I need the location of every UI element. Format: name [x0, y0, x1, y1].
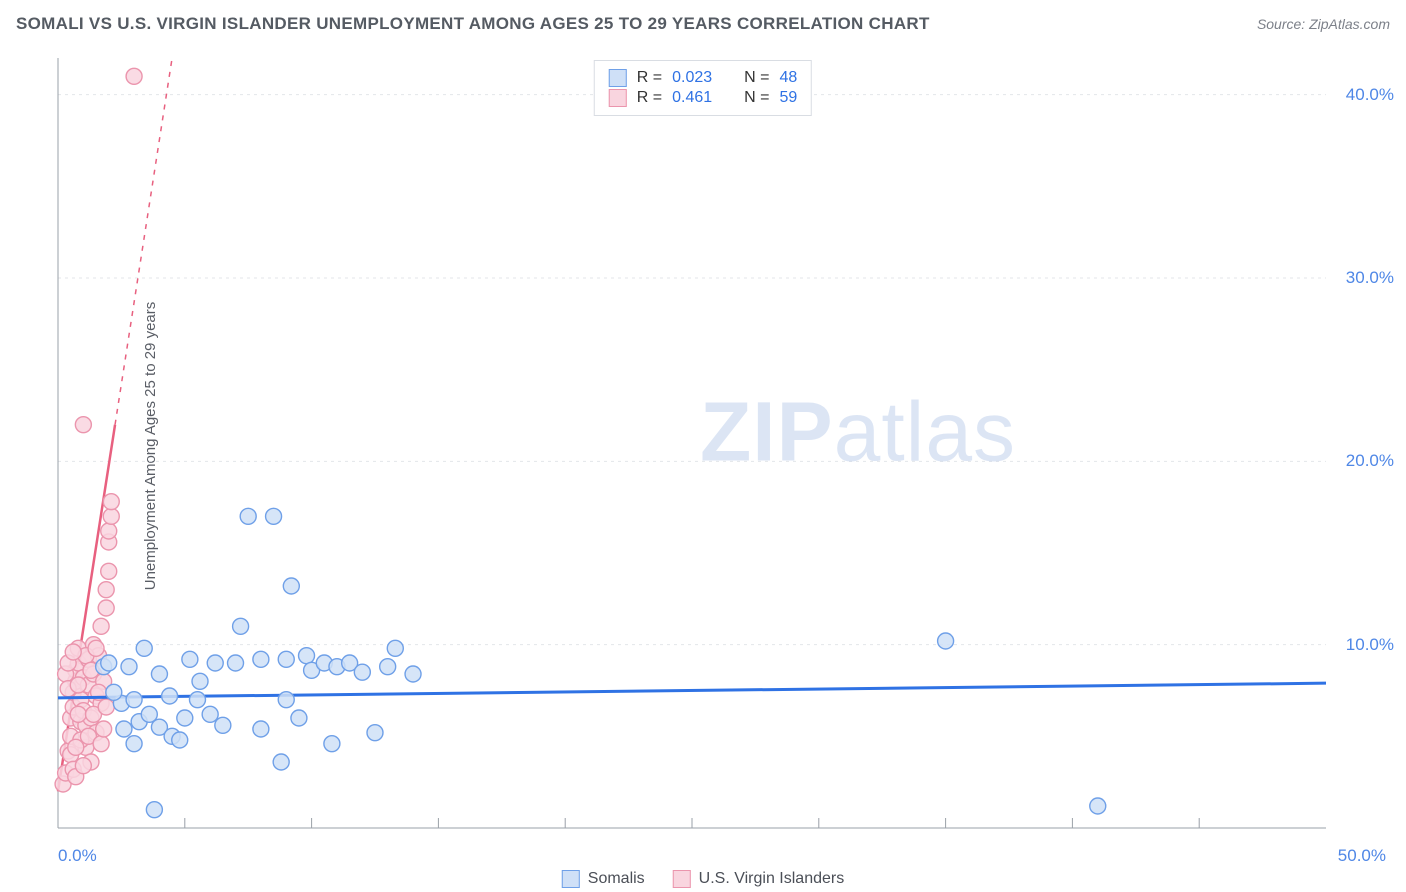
n-value-pink: 59 — [779, 89, 797, 107]
r-label: R = — [637, 89, 662, 107]
y-tick-label: 30.0% — [1346, 268, 1394, 288]
legend-swatch-pink — [609, 89, 627, 107]
legend-label-usvi: U.S. Virgin Islanders — [699, 870, 845, 888]
x-tick-label: 0.0% — [58, 846, 97, 866]
title-bar: SOMALI VS U.S. VIRGIN ISLANDER UNEMPLOYM… — [16, 14, 1390, 34]
n-value-blue: 48 — [779, 69, 797, 87]
legend-swatch-somalis — [562, 870, 580, 888]
y-tick-label: 40.0% — [1346, 85, 1394, 105]
legend-row-pink: R = 0.461 N = 59 — [609, 89, 797, 107]
legend-label-somalis: Somalis — [588, 870, 645, 888]
r-value-pink: 0.461 — [672, 89, 726, 107]
r-value-blue: 0.023 — [672, 69, 726, 87]
x-tick-label: 50.0% — [1338, 846, 1386, 866]
chart-svg — [54, 58, 1394, 838]
y-tick-label: 20.0% — [1346, 451, 1394, 471]
n-label: N = — [744, 69, 769, 87]
r-label: R = — [637, 69, 662, 87]
legend-row-blue: R = 0.023 N = 48 — [609, 69, 797, 87]
y-tick-label: 10.0% — [1346, 635, 1394, 655]
source-label: Source: ZipAtlas.com — [1257, 16, 1390, 32]
n-label: N = — [744, 89, 769, 107]
series-legend: Somalis U.S. Virgin Islanders — [562, 870, 844, 888]
legend-swatch-usvi — [673, 870, 691, 888]
plot-area: ZIPatlas 10.0%20.0%30.0%40.0% 0.0%50.0% — [54, 58, 1394, 838]
correlation-legend: R = 0.023 N = 48 R = 0.461 N = 59 — [594, 60, 812, 116]
legend-item-usvi: U.S. Virgin Islanders — [673, 870, 845, 888]
chart-title: SOMALI VS U.S. VIRGIN ISLANDER UNEMPLOYM… — [16, 14, 930, 34]
legend-item-somalis: Somalis — [562, 870, 645, 888]
legend-swatch-blue — [609, 69, 627, 87]
